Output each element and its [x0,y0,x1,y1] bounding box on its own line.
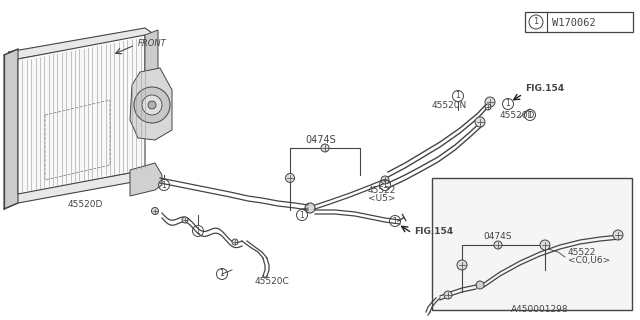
Circle shape [152,207,159,214]
Circle shape [485,104,491,110]
Text: 45520N: 45520N [432,101,467,110]
Circle shape [232,239,238,245]
Circle shape [305,203,315,213]
Text: FRONT: FRONT [138,38,167,47]
Polygon shape [8,28,155,59]
Polygon shape [18,35,145,194]
Circle shape [142,95,162,115]
Text: 0474S: 0474S [483,232,511,241]
Circle shape [134,87,170,123]
Circle shape [285,173,294,182]
Bar [432,178,632,310]
Circle shape [485,97,495,107]
Circle shape [540,240,550,250]
Bar [525,12,633,32]
Text: <U5>: <U5> [368,194,396,203]
Circle shape [613,230,623,240]
Text: 0474S: 0474S [305,135,336,145]
Polygon shape [130,68,172,140]
Circle shape [321,144,329,152]
Text: 45520D: 45520D [500,111,536,120]
Polygon shape [145,30,158,85]
Text: 45520D: 45520D [68,200,104,209]
Text: 1: 1 [162,180,166,189]
Text: 1: 1 [456,92,460,100]
Text: A450001298: A450001298 [511,305,569,314]
Polygon shape [8,170,155,203]
Text: 1: 1 [196,227,200,236]
Circle shape [494,241,502,249]
Text: 1: 1 [392,217,397,226]
Text: 1: 1 [383,180,387,189]
Text: 45520C: 45520C [255,277,290,286]
Circle shape [444,291,452,299]
Polygon shape [130,163,162,196]
Circle shape [148,101,156,109]
Circle shape [381,176,389,184]
Polygon shape [4,49,18,209]
Circle shape [476,281,484,289]
Circle shape [457,260,467,270]
Text: <C0,U6>: <C0,U6> [568,256,611,265]
Text: 45522: 45522 [368,186,396,195]
Text: 1: 1 [220,269,225,278]
Text: 45522: 45522 [568,248,596,257]
Text: 1: 1 [533,18,539,27]
Text: FIG.154: FIG.154 [414,227,453,236]
Text: W170062: W170062 [552,18,596,28]
Circle shape [182,217,188,223]
Text: FIG.154: FIG.154 [525,84,564,93]
Text: 1: 1 [300,211,305,220]
Text: 1: 1 [527,110,532,119]
Circle shape [475,117,485,127]
Text: 1: 1 [506,100,510,108]
